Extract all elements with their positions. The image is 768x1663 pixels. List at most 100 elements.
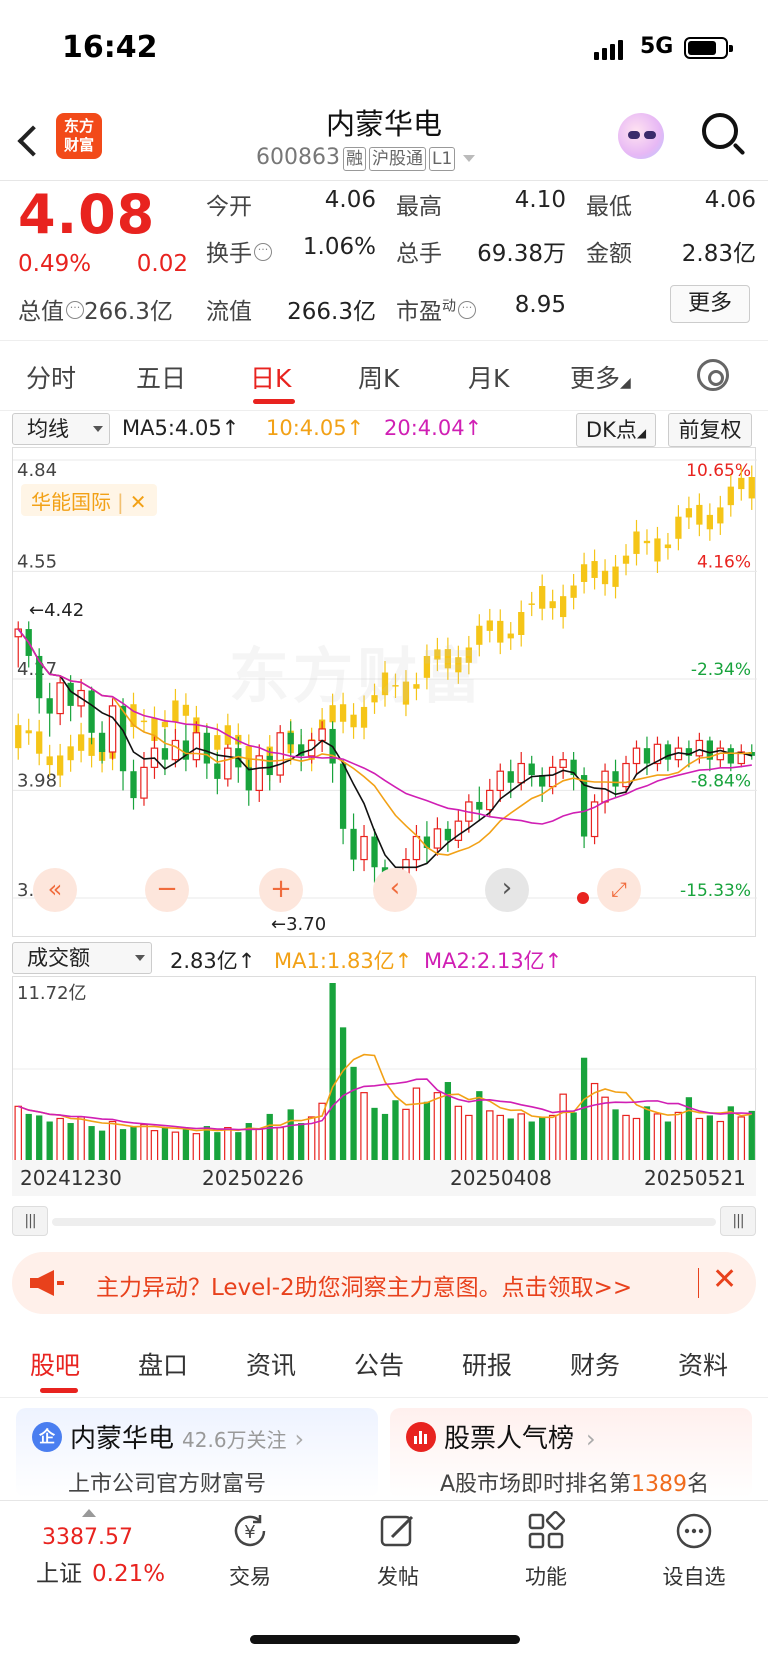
- overlay-candle: [413, 684, 420, 689]
- settings-gear-icon[interactable]: [697, 359, 729, 391]
- overlay-close-icon[interactable]: ✕: [129, 490, 147, 514]
- candle: [318, 728, 326, 742]
- dk-point-button[interactable]: DK点◢: [576, 413, 656, 447]
- volume-bar: [622, 1114, 630, 1161]
- volume-bar: [150, 1130, 159, 1161]
- candle: [548, 766, 557, 788]
- tab-profile[interactable]: 资料: [678, 1351, 729, 1380]
- tab-more[interactable]: 更多◢: [570, 364, 631, 393]
- step-right-icon[interactable]: ›: [485, 868, 529, 912]
- zoom-in-icon[interactable]: +: [259, 868, 303, 912]
- banner-close-icon[interactable]: ✕: [712, 1262, 738, 1297]
- app-logo[interactable]: 东方 财富: [56, 113, 102, 159]
- popularity-rank-card[interactable]: 股票人气榜 › A股市场即时排名第1389名: [390, 1408, 752, 1498]
- zoom-out-icon[interactable]: −: [145, 868, 189, 912]
- volume-indicator-select[interactable]: 成交额: [12, 942, 152, 974]
- volume-ma1-line: [17, 1053, 752, 1132]
- info-icon[interactable]: ···: [66, 301, 84, 319]
- tab-weekly-k[interactable]: 周K: [358, 364, 400, 393]
- candle: [454, 820, 463, 841]
- float-value-label: 流值: [206, 299, 252, 325]
- tab-intraday[interactable]: 分时: [26, 364, 77, 393]
- scroll-handle-right[interactable]: |||: [720, 1206, 756, 1236]
- subtab-active-indicator: [40, 1388, 78, 1393]
- candle: [182, 740, 190, 760]
- tab-monthly-k[interactable]: 月K: [468, 364, 510, 393]
- search-icon[interactable]: [702, 113, 746, 156]
- low-value: 4.06: [704, 187, 756, 213]
- more-button[interactable]: 更多: [670, 285, 750, 323]
- chart-range-scrollbar[interactable]: ||| |||: [12, 1206, 756, 1236]
- official-account-card[interactable]: 企 内蒙华电 42.6万关注 › 上市公司官方财富号: [16, 1408, 378, 1498]
- tab-news[interactable]: 资讯: [246, 1351, 297, 1380]
- overlay-candle: [434, 649, 441, 660]
- overlay-candle: [601, 570, 609, 585]
- candle: [444, 828, 452, 841]
- info-icon[interactable]: ···: [458, 301, 476, 319]
- watermark: 东方财富: [229, 642, 485, 712]
- volume-bar: [695, 1117, 704, 1161]
- tab-daily-k[interactable]: 日K: [250, 364, 292, 393]
- candle: [88, 690, 95, 733]
- candle: [423, 836, 431, 849]
- volume-bar: [67, 1123, 74, 1161]
- tab-announcements[interactable]: 公告: [354, 1351, 405, 1380]
- assistant-robot-icon[interactable]: [618, 113, 664, 159]
- high-marker: ←4.42: [29, 600, 85, 621]
- volume-bar: [130, 1126, 137, 1161]
- candle: [46, 698, 53, 714]
- scroll-track[interactable]: [52, 1218, 716, 1226]
- overlay-compare-tag[interactable]: 华能国际 | ✕: [21, 484, 157, 516]
- overlay-candle: [182, 704, 190, 716]
- volume-bar: [245, 1123, 252, 1161]
- date-tick: 20250408: [450, 1166, 552, 1190]
- volume-chart[interactable]: 11.72亿: [12, 976, 757, 1161]
- overlay-candle: [371, 695, 378, 703]
- scroll-left-fast-icon[interactable]: «: [33, 868, 77, 912]
- overlay-candle: [140, 720, 148, 723]
- post-button[interactable]: 发帖: [348, 1511, 448, 1591]
- volume-bar: [632, 1117, 641, 1161]
- volume-bar: [559, 1093, 567, 1161]
- overlay-candle: [151, 718, 158, 741]
- volume-bar: [601, 1096, 609, 1161]
- tab-orderbook[interactable]: 盘口: [138, 1351, 189, 1380]
- tab-forum[interactable]: 股吧: [30, 1351, 81, 1380]
- overlay-candle: [612, 566, 619, 587]
- candle: [612, 771, 619, 787]
- tab-financials[interactable]: 财务: [570, 1351, 621, 1380]
- candle: [486, 789, 494, 811]
- step-left-icon[interactable]: ‹: [373, 868, 417, 912]
- trade-button[interactable]: ¥ 交易: [200, 1511, 300, 1591]
- info-icon[interactable]: ···: [254, 243, 272, 261]
- functions-button[interactable]: 功能: [496, 1510, 596, 1591]
- scroll-handle-left[interactable]: |||: [12, 1206, 48, 1236]
- index-ticker[interactable]: 3387.57 上证 0.21%: [36, 1509, 166, 1588]
- high-label: 最高: [396, 194, 442, 220]
- volume-bar: [56, 1117, 64, 1161]
- fullscreen-icon[interactable]: ⤢: [597, 868, 641, 912]
- tab-five-day[interactable]: 五日: [136, 364, 187, 393]
- tab-research[interactable]: 研报: [462, 1351, 513, 1380]
- date-tick: 20241230: [20, 1166, 122, 1190]
- candlestick-chart[interactable]: 4.8410.65%4.554.16%4.27-2.34%3.98-8.84%3…: [12, 447, 757, 937]
- volume-bar: [643, 1106, 651, 1161]
- volume-bar: [423, 1101, 431, 1161]
- overlay-candle: [476, 625, 483, 645]
- overlay-candle: [214, 735, 221, 750]
- candle: [507, 771, 514, 783]
- stock-code-row[interactable]: 600863 融沪股通 L1: [256, 145, 476, 171]
- overlay-candle: [36, 731, 43, 754]
- bar-chart-icon: [406, 1422, 436, 1452]
- volume-legend-bar: 成交额 2.83亿↑ MA1:1.83亿↑ MA2:2.13亿↑: [0, 940, 768, 976]
- level2-promo-banner[interactable]: 主力异动？Level-2助您洞察主力意图。点击领取>> ✕: [12, 1252, 756, 1314]
- candle: [559, 759, 567, 768]
- indicator-select[interactable]: 均线: [12, 413, 110, 445]
- volume-value: 69.38万: [477, 241, 566, 267]
- logo-line2: 财富: [63, 136, 94, 154]
- volume-bar: [224, 1126, 232, 1161]
- overlay-candle: [172, 700, 179, 722]
- status-time: 16:42: [62, 30, 158, 65]
- price-adjust-button[interactable]: 前复权: [668, 413, 752, 447]
- add-watchlist-button[interactable]: 设自选: [644, 1511, 744, 1591]
